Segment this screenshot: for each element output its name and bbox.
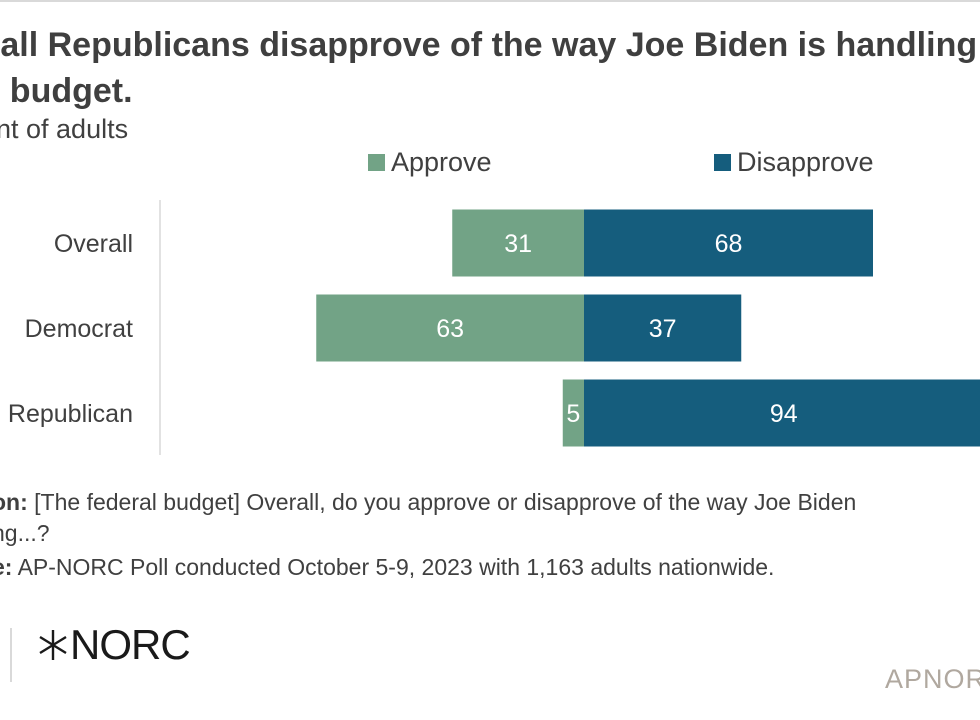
bar-approve-overall <box>452 209 584 277</box>
legend-label-disapprove: Disapprove <box>737 147 874 177</box>
question-note: on: [The federal budget] Overall, do you… <box>0 487 856 517</box>
apnorc-wordmark: APNORC <box>885 664 980 694</box>
bar-chart: Overall 31 68 Democrat 63 37 Republican 5 94 <box>8 200 980 455</box>
question-text: [The federal budget] Overall, do you app… <box>27 489 857 515</box>
source-text: AP-NORC Poll conducted October 5-9, 2023… <box>12 554 775 580</box>
category-label-democrat: Democrat <box>25 315 133 343</box>
legend-item-disapprove: Disapprove <box>714 147 874 178</box>
legend: Approve Disapprove <box>0 147 980 183</box>
chart-title-line-1: y all Republicans disapprove of the way … <box>0 26 978 64</box>
bar-approve-democrat <box>316 294 584 362</box>
legend-item-approve: Approve <box>368 147 492 178</box>
legend-label-approve: Approve <box>391 147 492 177</box>
norc-logo-text: NORC <box>70 621 191 668</box>
norc-logo: NORC <box>36 621 191 669</box>
question-label: on: <box>0 489 28 515</box>
top-rule <box>0 0 980 2</box>
data-label-disapprove-overall: 68 <box>715 230 743 258</box>
data-label-approve-republican: 5 <box>566 400 580 428</box>
source-note: e: AP-NORC Poll conducted October 5-9, 2… <box>0 552 774 582</box>
question-note-line-2: ng...? <box>0 520 50 546</box>
category-label-overall: Overall <box>54 230 133 258</box>
data-label-disapprove-democrat: 37 <box>649 315 677 343</box>
bar-disapprove-republican <box>584 379 980 447</box>
bar-approve-republican <box>562 379 584 447</box>
category-label-republican: Republican <box>8 400 133 428</box>
chart-subtitle: nt of adults <box>0 114 129 144</box>
source-label: e: <box>0 554 13 580</box>
bar-disapprove-democrat <box>584 294 742 362</box>
chart-title: y all Republicans disapprove of the way … <box>0 22 980 114</box>
chart-title-line-2: al budget. <box>0 72 133 110</box>
bar-disapprove-overall <box>584 209 873 277</box>
data-label-disapprove-republican: 94 <box>770 400 798 428</box>
data-label-approve-democrat: 63 <box>436 315 464 343</box>
legend-swatch-approve <box>368 154 385 171</box>
data-label-approve-overall: 31 <box>504 230 532 258</box>
logo-divider <box>10 628 12 682</box>
norc-star-icon <box>39 630 67 660</box>
legend-swatch-disapprove <box>714 154 731 171</box>
